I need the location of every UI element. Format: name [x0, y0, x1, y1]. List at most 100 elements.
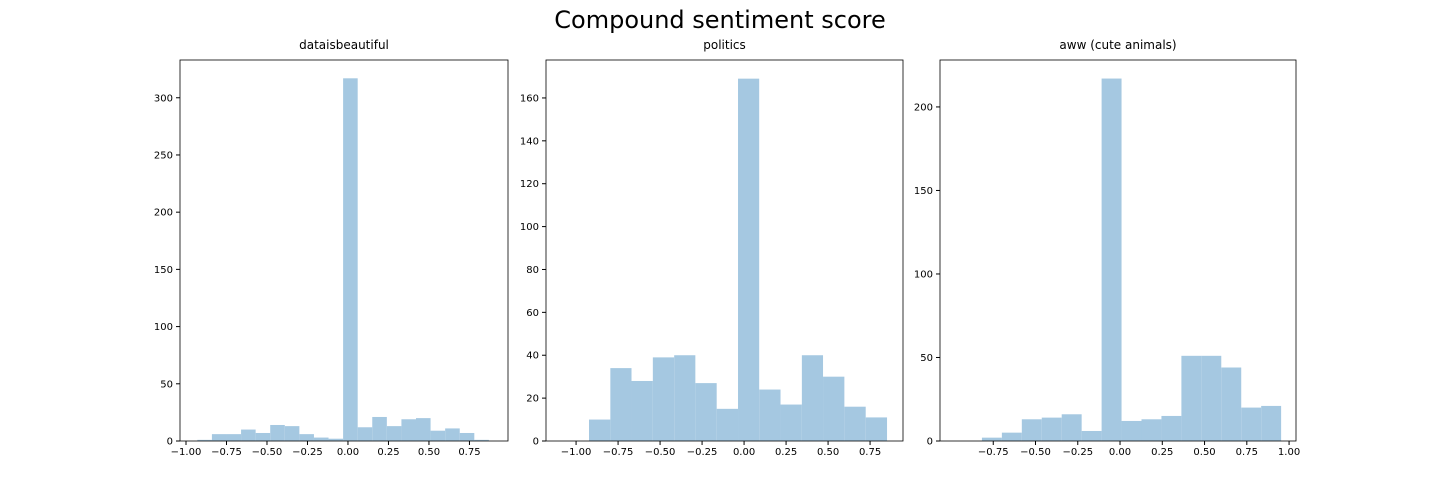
bar — [695, 383, 717, 441]
bar — [716, 408, 739, 441]
y-tick-label: 80 — [526, 265, 539, 276]
bar — [1101, 78, 1122, 441]
x-tick-label: 1.00 — [1278, 447, 1300, 458]
y-tick-label: 150 — [154, 265, 173, 276]
x-tick-label: 0.75 — [859, 447, 881, 458]
bar — [211, 434, 227, 441]
subplot: aww (cute animals) −0.75 −0.50 −0.25 0.00 0.2… — [914, 38, 1300, 458]
bar — [1061, 414, 1082, 441]
bar — [445, 428, 460, 441]
bar — [1041, 417, 1062, 441]
y-tick-label: 160 — [520, 93, 539, 104]
y-tick-label: 0 — [927, 437, 933, 448]
bar — [1201, 355, 1222, 441]
x-tick-label: −0.50 — [252, 447, 283, 458]
y-tick-label: 100 — [520, 222, 539, 233]
bar — [631, 380, 653, 441]
y-tick-label: 0 — [533, 437, 539, 448]
bar — [357, 427, 373, 441]
x-tick-label: 0.00 — [733, 447, 755, 458]
bar — [652, 357, 675, 441]
figure-title: Compound sentiment score — [554, 6, 885, 34]
x-tick-label: −1.00 — [561, 447, 592, 458]
y-tick-label: 20 — [526, 394, 539, 405]
x-tick-label: −0.75 — [603, 447, 634, 458]
x-tick-label: 0.75 — [458, 447, 480, 458]
x-tick-label: 0.00 — [1109, 447, 1131, 458]
bar — [401, 419, 416, 441]
y-tick-label: 120 — [520, 179, 539, 190]
axes-frame — [545, 59, 904, 442]
subplot: dataisbeautiful −1.00 −0.75 −0.50 −0.25 0.00 0… — [154, 38, 509, 458]
subplot: politics −1.00 −0.75 −0.50 −0.25 0.00 0.25 0.50… — [520, 38, 904, 458]
bar — [386, 426, 402, 441]
bar — [343, 78, 358, 441]
bar — [474, 439, 489, 441]
bar — [226, 434, 242, 441]
x-tick-label: −0.50 — [1020, 447, 1051, 458]
y-tick-label: 140 — [520, 136, 539, 147]
bar — [1221, 367, 1242, 441]
bar — [1261, 405, 1282, 441]
subplot-title: aww (cute animals) — [1059, 38, 1176, 52]
x-tick-label: 0.25 — [775, 447, 797, 458]
bar — [844, 406, 866, 441]
x-tick-label: 0.25 — [377, 447, 399, 458]
bar — [801, 355, 824, 441]
bar — [197, 439, 212, 441]
bar — [865, 417, 888, 441]
bar — [1141, 419, 1162, 441]
x-tick-label: 0.50 — [817, 447, 839, 458]
y-tick-label: 200 — [154, 208, 173, 219]
bar — [780, 404, 802, 441]
bar — [674, 355, 696, 441]
subplot-title: dataisbeautiful — [299, 38, 389, 52]
x-tick-label: −0.50 — [645, 447, 676, 458]
bar — [738, 78, 760, 441]
bar — [415, 418, 431, 441]
x-tick-label: −0.25 — [1062, 447, 1093, 458]
bar — [589, 419, 611, 441]
bar — [1121, 420, 1142, 441]
y-tick-label: 100 — [914, 269, 933, 280]
x-tick-label: −0.25 — [292, 447, 323, 458]
x-tick-label: 0.50 — [418, 447, 440, 458]
y-tick-label: 50 — [160, 379, 173, 390]
bar — [1001, 432, 1022, 441]
bar — [1181, 355, 1202, 441]
bar — [241, 429, 256, 441]
bar — [430, 430, 446, 441]
subplot-title: politics — [703, 38, 746, 52]
x-tick-label: −1.00 — [171, 447, 202, 458]
y-tick-label: 150 — [914, 186, 933, 197]
bar — [328, 438, 344, 441]
axes-frame — [939, 59, 1297, 442]
bar — [299, 434, 314, 441]
x-tick-label: 0.75 — [1236, 447, 1258, 458]
bar — [313, 437, 329, 441]
bar — [1081, 430, 1102, 441]
x-tick-label: 0.25 — [1151, 447, 1173, 458]
y-tick-label: 250 — [154, 150, 173, 161]
axes-frame — [179, 59, 509, 442]
x-tick-label: 0.50 — [1193, 447, 1215, 458]
y-tick-label: 50 — [920, 353, 933, 364]
y-tick-label: 300 — [154, 93, 173, 104]
bar — [759, 389, 781, 441]
x-tick-label: 0.00 — [337, 447, 359, 458]
x-tick-label: −0.25 — [687, 447, 718, 458]
y-tick-label: 100 — [154, 322, 173, 333]
bar — [823, 376, 845, 441]
bar — [610, 368, 632, 441]
bar — [459, 432, 475, 441]
bar — [284, 426, 300, 441]
bar — [270, 424, 285, 441]
bar — [372, 416, 387, 441]
bar — [1021, 419, 1042, 441]
x-tick-label: −0.75 — [978, 447, 1009, 458]
x-tick-label: −0.75 — [211, 447, 242, 458]
y-tick-label: 200 — [914, 102, 933, 113]
bar — [981, 437, 1002, 441]
y-tick-label: 0 — [167, 437, 173, 448]
